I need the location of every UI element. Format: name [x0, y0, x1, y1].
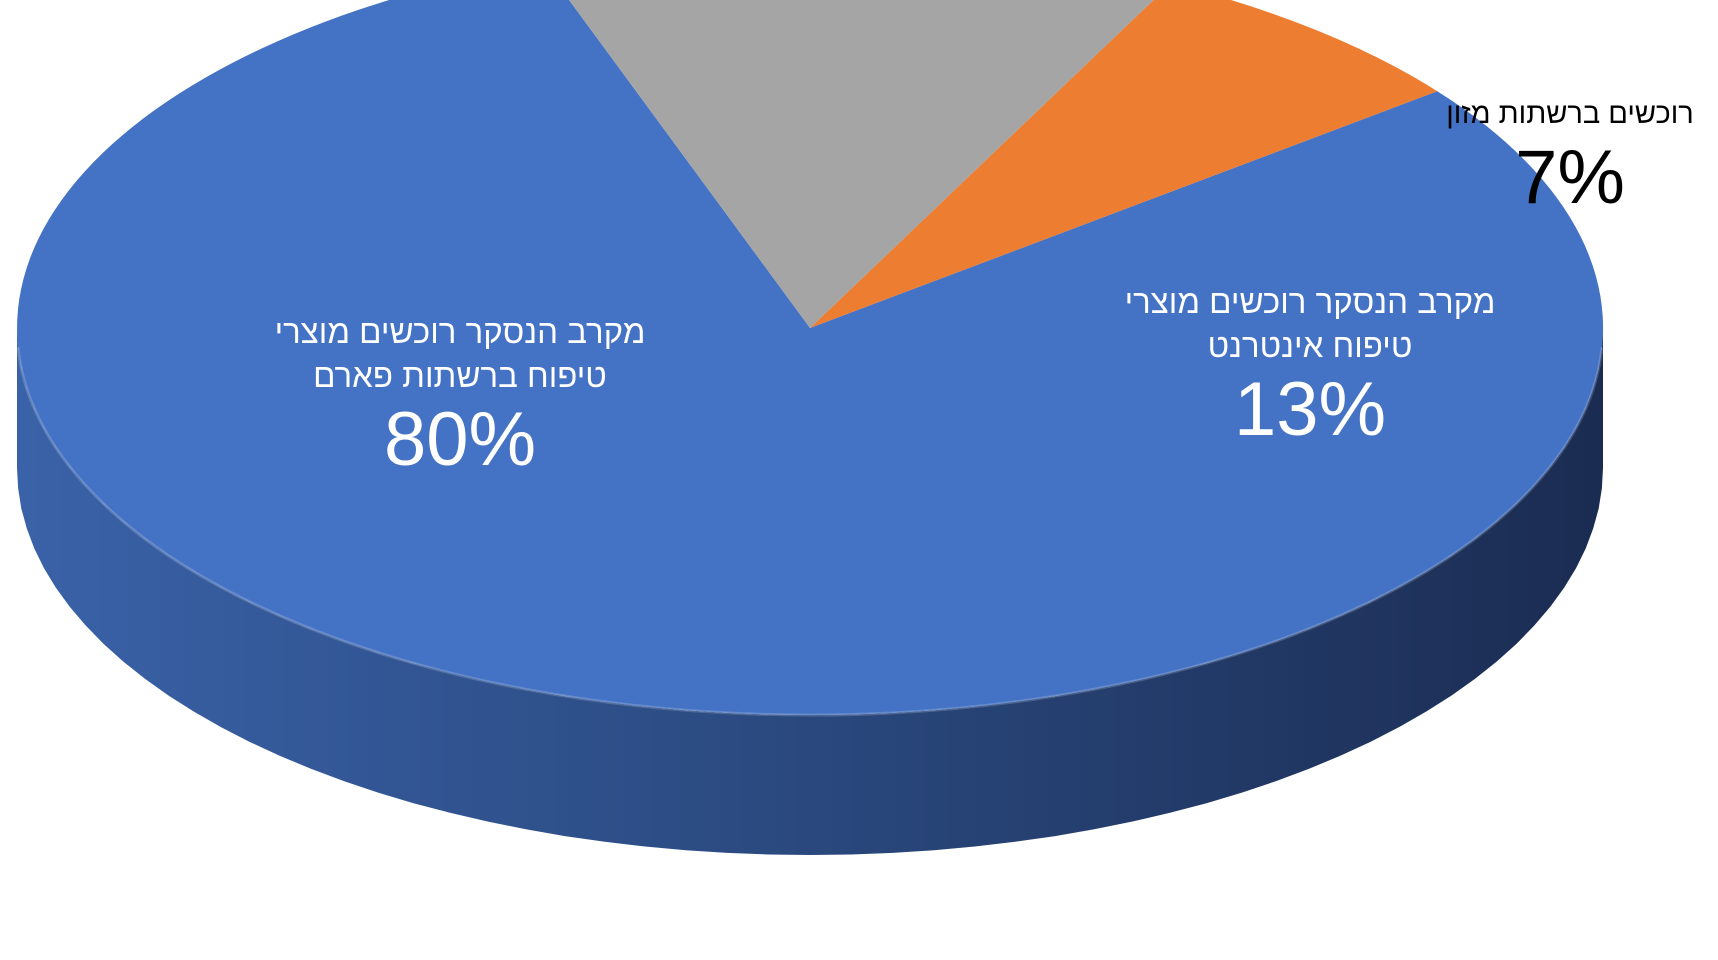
slice-label-line: טיפוח אינטרנט [1207, 327, 1413, 364]
slice-label-line: רוכשים ברשתות מזון [1446, 98, 1694, 130]
slice-label-line: מקרב הנסקר רוכשים מוצרי [1124, 283, 1496, 320]
slice-label-line: טיפוח ברשתות פארם [313, 357, 607, 394]
slice-percent: 7% [1515, 135, 1625, 220]
pie-rim-highlight [16, 347, 1604, 717]
slice-label-internet: מקרב הנסקר רוכשים מוצרי טיפוח אינטרנט 13… [1100, 280, 1520, 452]
side-pharm [17, 328, 1603, 855]
slice-label-line: מקרב הנסקר רוכשים מוצרי [274, 313, 646, 350]
slice-internet [569, 0, 1154, 328]
slice-label-pharm: מקרב הנסקר רוכשים מוצרי טיפוח ברשתות פאר… [240, 310, 680, 482]
slice-label-food: רוכשים ברשתות מזון 7% [1400, 92, 1718, 220]
slice-percent: 13% [1233, 367, 1387, 452]
slice-food [810, 0, 1438, 328]
slice-percent: 80% [383, 397, 537, 482]
slice-pharm [17, 0, 1604, 715]
